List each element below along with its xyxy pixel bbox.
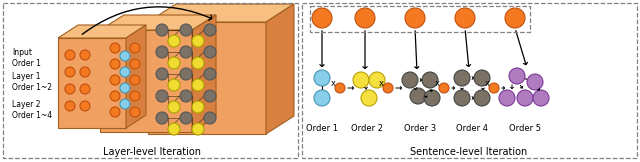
Polygon shape xyxy=(126,25,146,128)
Circle shape xyxy=(192,101,204,113)
Circle shape xyxy=(314,70,330,86)
Text: Input
Order 1: Input Order 1 xyxy=(12,48,41,68)
Circle shape xyxy=(130,91,140,101)
Circle shape xyxy=(180,112,192,124)
Circle shape xyxy=(156,68,168,80)
Text: Order 1: Order 1 xyxy=(306,124,338,133)
Circle shape xyxy=(489,83,499,93)
Circle shape xyxy=(110,59,120,69)
Circle shape xyxy=(204,112,216,124)
Circle shape xyxy=(533,90,549,106)
Circle shape xyxy=(80,84,90,94)
Circle shape xyxy=(65,50,75,60)
Circle shape xyxy=(168,123,180,135)
Circle shape xyxy=(130,107,140,117)
Circle shape xyxy=(204,68,216,80)
Circle shape xyxy=(424,90,440,106)
Circle shape xyxy=(80,50,90,60)
Text: x: x xyxy=(484,80,490,88)
Text: Layer 2
Order 1~4: Layer 2 Order 1~4 xyxy=(12,100,52,120)
Circle shape xyxy=(180,24,192,36)
Circle shape xyxy=(180,90,192,102)
Circle shape xyxy=(405,8,425,28)
Circle shape xyxy=(192,79,204,91)
Circle shape xyxy=(180,46,192,58)
Circle shape xyxy=(505,8,525,28)
Circle shape xyxy=(168,79,180,91)
Circle shape xyxy=(120,83,130,93)
Text: x: x xyxy=(330,80,335,88)
Text: Order 5: Order 5 xyxy=(509,124,541,133)
Circle shape xyxy=(335,83,345,93)
Text: Layer 1
Order 1~2: Layer 1 Order 1~2 xyxy=(12,72,52,92)
Text: Layer-level Iteration: Layer-level Iteration xyxy=(103,147,201,157)
Circle shape xyxy=(422,72,438,88)
Text: Sentence-level Iteration: Sentence-level Iteration xyxy=(410,147,527,157)
Circle shape xyxy=(474,70,490,86)
Circle shape xyxy=(80,67,90,77)
Polygon shape xyxy=(58,25,146,38)
Circle shape xyxy=(156,112,168,124)
Circle shape xyxy=(156,90,168,102)
Circle shape xyxy=(156,24,168,36)
Circle shape xyxy=(110,75,120,85)
Circle shape xyxy=(65,101,75,111)
Circle shape xyxy=(120,51,130,61)
Circle shape xyxy=(499,90,515,106)
Polygon shape xyxy=(266,4,294,134)
Circle shape xyxy=(156,46,168,58)
Circle shape xyxy=(180,68,192,80)
Circle shape xyxy=(110,91,120,101)
Circle shape xyxy=(130,75,140,85)
Circle shape xyxy=(402,72,418,88)
Polygon shape xyxy=(192,15,216,132)
Circle shape xyxy=(383,83,393,93)
Circle shape xyxy=(410,88,426,104)
Circle shape xyxy=(439,83,449,93)
Circle shape xyxy=(110,43,120,53)
Text: Order 2: Order 2 xyxy=(351,124,383,133)
Circle shape xyxy=(204,46,216,58)
Circle shape xyxy=(110,107,120,117)
Circle shape xyxy=(204,90,216,102)
Circle shape xyxy=(454,90,470,106)
Polygon shape xyxy=(100,30,192,132)
Circle shape xyxy=(204,24,216,36)
Circle shape xyxy=(454,70,470,86)
Circle shape xyxy=(355,8,375,28)
Polygon shape xyxy=(148,22,266,134)
Circle shape xyxy=(168,101,180,113)
Circle shape xyxy=(168,35,180,47)
Circle shape xyxy=(120,99,130,109)
Circle shape xyxy=(80,101,90,111)
Text: Order 4: Order 4 xyxy=(456,124,488,133)
Circle shape xyxy=(65,84,75,94)
Circle shape xyxy=(509,68,525,84)
Circle shape xyxy=(130,59,140,69)
Text: x: x xyxy=(378,80,383,88)
Circle shape xyxy=(192,57,204,69)
Circle shape xyxy=(130,43,140,53)
Circle shape xyxy=(120,67,130,77)
Circle shape xyxy=(65,67,75,77)
Polygon shape xyxy=(148,4,294,22)
Circle shape xyxy=(361,90,377,106)
Circle shape xyxy=(168,57,180,69)
Circle shape xyxy=(527,74,543,90)
Circle shape xyxy=(369,72,385,88)
Circle shape xyxy=(455,8,475,28)
Circle shape xyxy=(517,90,533,106)
Circle shape xyxy=(192,123,204,135)
Circle shape xyxy=(474,90,490,106)
Polygon shape xyxy=(100,15,216,30)
Circle shape xyxy=(314,90,330,106)
Polygon shape xyxy=(58,38,126,128)
Circle shape xyxy=(312,8,332,28)
Circle shape xyxy=(192,35,204,47)
Text: x: x xyxy=(435,80,440,88)
Text: Order 3: Order 3 xyxy=(404,124,436,133)
Circle shape xyxy=(353,72,369,88)
